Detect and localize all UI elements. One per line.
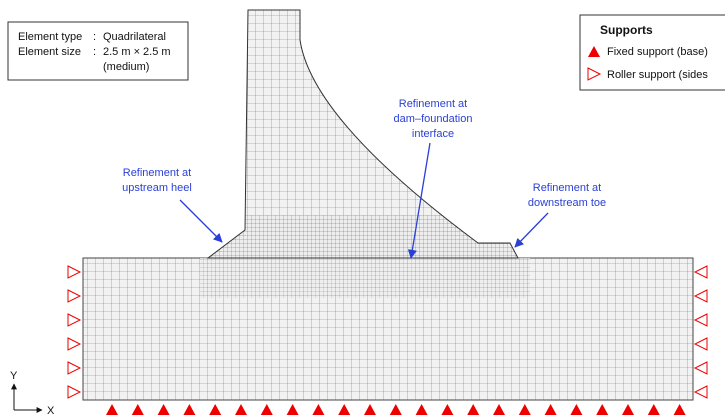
legend-roller-icon — [587, 67, 602, 81]
fixed-support — [570, 404, 583, 415]
legend-fixed-icon — [588, 46, 600, 57]
fixed-support — [364, 404, 376, 415]
roller-support — [693, 313, 708, 327]
fixed-support — [183, 404, 196, 415]
fixed-support — [518, 404, 531, 415]
roller-support — [67, 265, 82, 279]
info-value: Quadrilateral — [103, 31, 166, 43]
y-axis-label: Y — [10, 370, 18, 382]
roller-support — [67, 337, 82, 351]
fixed-support — [131, 404, 144, 415]
fixed-support — [647, 404, 660, 415]
callouts: Refinement at upstream heel Refinement a… — [122, 98, 606, 209]
fixed-support — [106, 404, 118, 415]
roller-support — [67, 385, 82, 399]
info-rows: Element type : Quadrilateral Element siz… — [18, 31, 171, 73]
info-sep: : — [93, 46, 96, 58]
interface-refinement — [200, 258, 530, 298]
fixed-support — [415, 404, 428, 415]
supports — [67, 265, 708, 415]
dam-mesh — [208, 10, 518, 258]
fixed-support — [441, 404, 454, 415]
callout-arrow — [179, 199, 223, 243]
legend-title: Supports — [600, 23, 653, 37]
roller-support — [693, 265, 708, 279]
fixed-support — [467, 404, 480, 415]
info-label: Element type — [18, 31, 82, 43]
fixed-support — [312, 404, 325, 415]
roller-support — [693, 337, 708, 351]
roller-support — [693, 385, 708, 399]
fixed-support — [260, 404, 273, 415]
callout-text: downstream toe — [528, 197, 606, 209]
callout-arrow — [407, 142, 431, 259]
callout-text: upstream heel — [122, 182, 192, 194]
roller-support — [67, 289, 82, 303]
roller-support — [67, 313, 82, 327]
legend-box — [579, 14, 725, 91]
info-box — [7, 21, 189, 81]
fixed-support — [493, 404, 505, 415]
fixed-support — [209, 404, 222, 415]
fixed-support — [338, 404, 351, 415]
fixed-support — [157, 404, 170, 415]
legend-item: Fixed support (base) — [607, 46, 708, 58]
roller-support — [693, 289, 708, 303]
info-label: Element size — [18, 46, 81, 58]
callout-text: Refinement at — [533, 182, 601, 194]
fixed-support — [596, 404, 609, 415]
legend-item: Roller support (sides — [607, 69, 708, 81]
fixed-support — [286, 404, 299, 415]
fixed-support — [622, 404, 634, 415]
info-value: 2.5 m × 2.5 m — [103, 46, 171, 58]
fixed-support — [544, 404, 557, 415]
fixed-support — [673, 404, 686, 415]
callout-text: dam–foundation — [394, 113, 473, 125]
callout-text: Refinement at — [123, 167, 191, 179]
roller-support — [693, 361, 708, 375]
fixed-support — [235, 404, 247, 415]
info-sep: : — [93, 31, 96, 43]
callout-text: Refinement at — [399, 98, 467, 110]
info-value: (medium) — [103, 61, 149, 73]
fixed-support — [389, 404, 402, 415]
callout-arrow — [514, 212, 549, 248]
x-axis-label: X — [47, 405, 55, 417]
callout-text: interface — [412, 128, 454, 140]
roller-support — [67, 361, 82, 375]
dam-outline — [206, 9, 519, 259]
